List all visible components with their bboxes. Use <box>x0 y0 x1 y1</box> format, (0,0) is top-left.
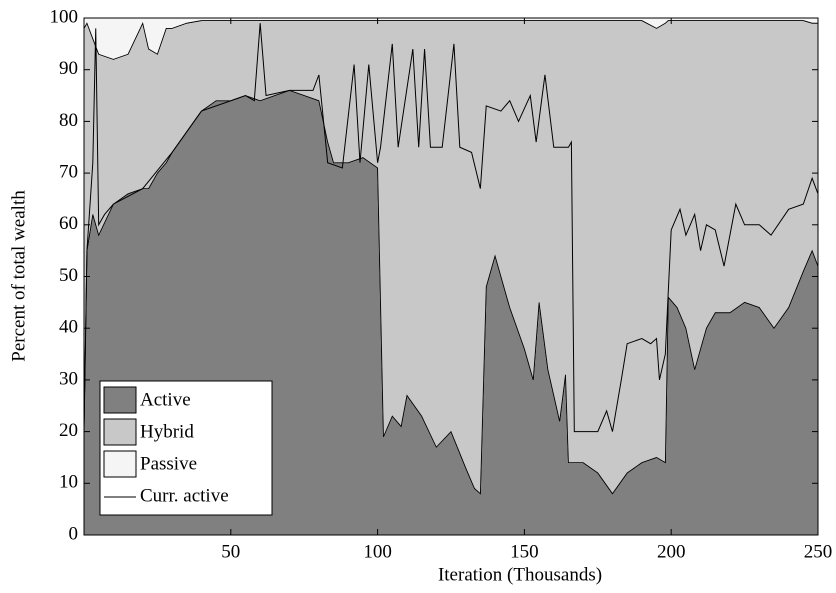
y-tick-label: 10 <box>59 472 78 493</box>
x-tick-label: 100 <box>363 541 392 562</box>
y-tick-label: 20 <box>59 420 78 441</box>
legend-label: Hybrid <box>140 421 194 442</box>
legend-swatch <box>103 386 137 414</box>
y-tick-label: 40 <box>59 317 78 338</box>
x-tick-label: 200 <box>657 541 686 562</box>
line <box>83 23 819 433</box>
x-tick-label: 50 <box>221 541 240 562</box>
legend-label: Curr. active <box>140 485 229 506</box>
y-tick-label: 80 <box>59 110 78 131</box>
y-tick-label: 50 <box>59 265 78 286</box>
legend-label: Active <box>140 389 191 410</box>
y-tick-label: 90 <box>59 58 78 79</box>
y-tick-label: 0 <box>69 523 79 544</box>
y-tick-label: 60 <box>59 213 78 234</box>
y-tick-label: 30 <box>59 368 78 389</box>
x-tick-label: 150 <box>510 541 539 562</box>
legend-label: Passive <box>140 453 197 474</box>
x-axis-label: Iteration (Thousands) <box>438 564 602 585</box>
y-axis-label: Percent of total wealth <box>8 190 29 362</box>
legend-swatch <box>103 450 137 478</box>
y-tick-label: 100 <box>50 6 79 27</box>
y-tick-label: 70 <box>59 161 78 182</box>
x-tick-label: 250 <box>804 541 833 562</box>
legend-swatch <box>103 418 137 446</box>
